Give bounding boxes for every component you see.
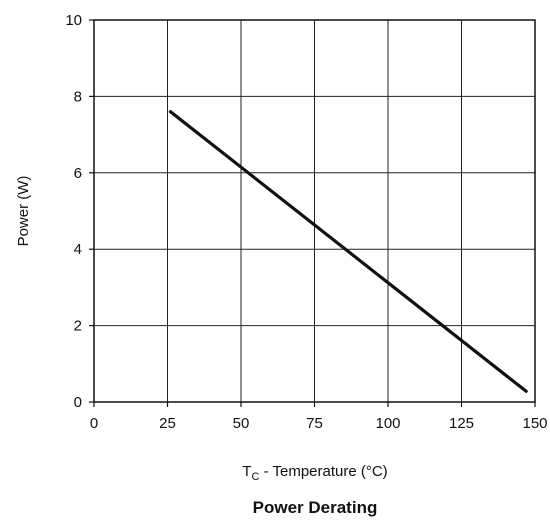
y-tick-label-8: 8 [74,88,82,105]
x-tick-label-150: 150 [522,415,547,432]
y-tick-label-10: 10 [65,12,82,29]
x-tick-label-75: 75 [306,415,323,432]
x-axis-label-subscript: C [251,471,259,483]
x-axis-label: TC - Temperature (°C) [242,463,387,483]
y-axis-label: Power (W) [15,176,32,247]
y-tick-label-0: 0 [74,394,82,411]
x-axis-label-rest: - Temperature (°C) [259,463,387,480]
y-tick-label-4: 4 [74,241,82,258]
power-derating-line [168,110,528,393]
grid-lines [94,20,535,402]
chart-title: Power Derating [253,498,378,517]
x-tick-label-0: 0 [90,415,98,432]
y-axis-ticks: 0 2 4 6 8 10 [65,12,94,411]
x-tick-label-125: 125 [449,415,474,432]
series-layer [168,110,528,393]
y-tick-label-2: 2 [74,318,82,335]
x-axis-label-main: T [242,463,251,480]
x-axis-ticks: 0 25 50 75 100 125 150 [90,402,548,432]
y-tick-label-6: 6 [74,165,82,182]
x-tick-label-50: 50 [233,415,250,432]
x-tick-label-100: 100 [375,415,400,432]
x-tick-label-25: 25 [159,415,176,432]
